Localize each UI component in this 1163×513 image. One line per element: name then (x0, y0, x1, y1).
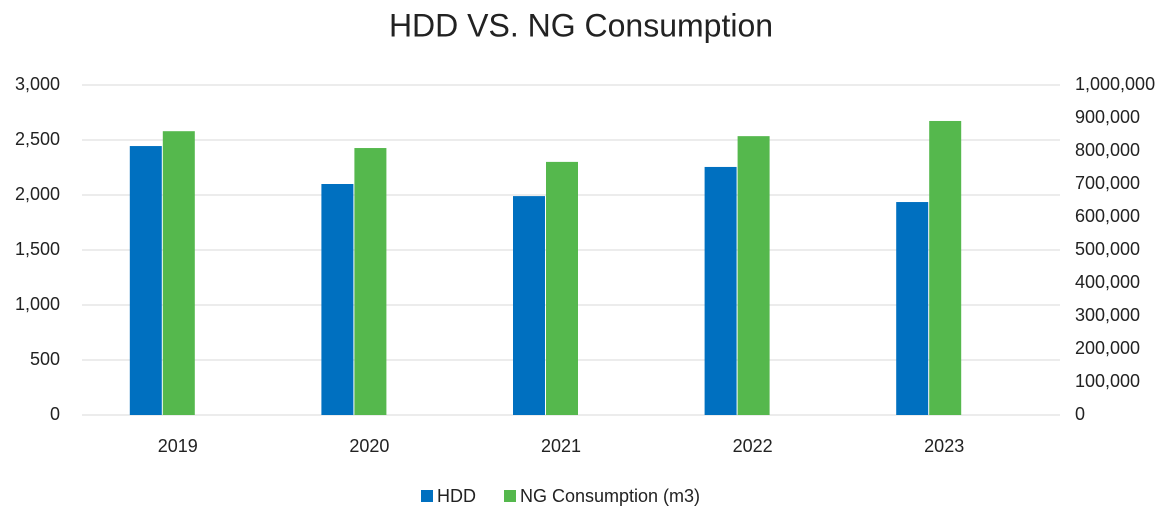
y2-tick-label: 500,000 (1075, 239, 1140, 259)
x-tick-label: 2023 (924, 436, 964, 456)
y2-tick-label: 400,000 (1075, 272, 1140, 292)
y-tick-label: 2,000 (15, 184, 60, 204)
y2-tick-label: 600,000 (1075, 206, 1140, 226)
x-tick-label: 2020 (349, 436, 389, 456)
y-tick-label: 500 (30, 349, 60, 369)
bar (513, 196, 545, 415)
y-tick-label: 1,500 (15, 239, 60, 259)
x-tick-label: 2022 (733, 436, 773, 456)
x-tick-label: 2019 (158, 436, 198, 456)
y2-tick-label: 900,000 (1075, 107, 1140, 127)
legend-swatch (504, 490, 516, 502)
y2-tick-label: 0 (1075, 404, 1085, 424)
legend-label: NG Consumption (m3) (520, 486, 700, 506)
bar (896, 202, 929, 415)
y2-tick-label: 200,000 (1075, 338, 1140, 358)
bar (354, 148, 387, 415)
y2-tick-label: 800,000 (1075, 140, 1140, 160)
y-tick-label: 0 (50, 404, 60, 424)
x-tick-label: 2021 (541, 436, 581, 456)
y2-tick-label: 1,000,000 (1075, 74, 1155, 94)
bar (704, 166, 737, 415)
y2-tick-label: 300,000 (1075, 305, 1140, 325)
y-tick-label: 3,000 (15, 74, 60, 94)
legend-label: HDD (437, 486, 476, 506)
y-tick-label: 1,000 (15, 294, 60, 314)
y2-tick-label: 100,000 (1075, 371, 1140, 391)
chart-title: HDD VS. NG Consumption (389, 7, 773, 43)
y2-tick-label: 700,000 (1075, 173, 1140, 193)
y-tick-label: 2,500 (15, 129, 60, 149)
legend-swatch (421, 490, 433, 502)
bar (162, 131, 195, 415)
bar (129, 146, 162, 416)
bar (929, 120, 962, 415)
bar (737, 136, 770, 415)
bar (321, 184, 354, 415)
bar (546, 161, 578, 415)
